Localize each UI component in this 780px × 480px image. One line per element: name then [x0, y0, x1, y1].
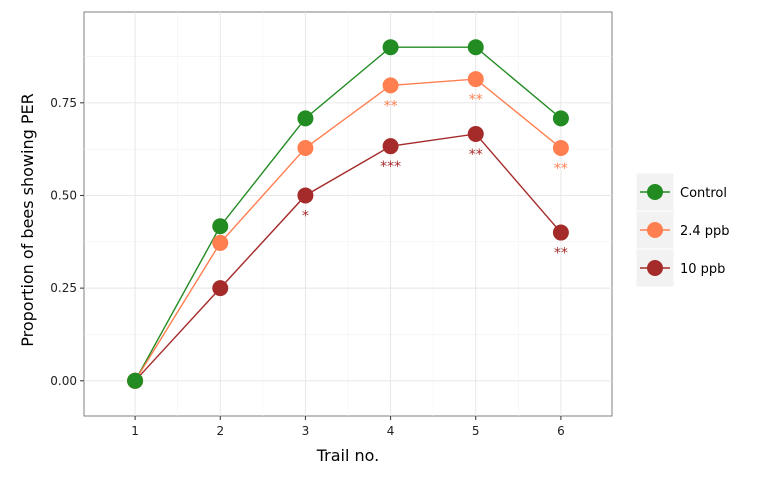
data-point [212, 218, 229, 235]
y-tick-label: 0.00 [50, 374, 77, 388]
data-point [382, 138, 399, 155]
series-line-3 [134, 133, 562, 382]
series-line-1 [134, 46, 562, 382]
grid [84, 12, 612, 416]
series-line-2 [134, 78, 562, 382]
data-point [467, 71, 484, 88]
data-point [212, 280, 229, 297]
y-tick-label: 0.75 [50, 96, 77, 110]
significance-label: ** [384, 98, 398, 114]
data-point [552, 110, 569, 127]
data-point [297, 140, 314, 157]
significance-label: ** [469, 147, 483, 163]
data-point [552, 224, 569, 241]
significance-label: *** [380, 159, 401, 175]
data-point [467, 39, 484, 56]
data-point [297, 110, 314, 127]
significance-label: * [302, 208, 309, 224]
x-tick-label: 1 [131, 424, 139, 438]
significance-label: ** [554, 161, 568, 177]
legend: Control 2.4 ppb 10 ppb [635, 172, 730, 288]
legend-label: 2.4 ppb [680, 224, 730, 239]
x-axis: 1 2 3 4 5 6 [131, 416, 565, 438]
legend-label: Control [680, 186, 727, 201]
data-point [297, 187, 314, 204]
x-tick-label: 4 [387, 424, 395, 438]
data-point [467, 125, 484, 142]
data-point [382, 77, 399, 94]
y-axis-title: Proportion of bees showing PER [18, 93, 37, 346]
x-tick-label: 5 [472, 424, 480, 438]
x-tick-label: 6 [557, 424, 565, 438]
legend-point [647, 184, 663, 200]
legend-point [647, 222, 663, 238]
y-tick-label: 0.50 [50, 188, 77, 202]
significance-label: ** [554, 246, 568, 262]
x-axis-title: Trail no. [316, 446, 380, 465]
y-axis: 0.00 0.25 0.50 0.75 [50, 96, 84, 388]
data-point [127, 372, 144, 389]
x-tick-label: 2 [216, 424, 224, 438]
legend-label: 10 ppb [680, 262, 725, 277]
legend-point [647, 260, 663, 276]
data-point [552, 140, 569, 157]
data-point [382, 39, 399, 56]
series-points [127, 39, 569, 389]
series-lines [134, 46, 562, 382]
significance-label: ** [469, 92, 483, 108]
significance-labels: ** ************ [302, 92, 568, 261]
data-point [212, 234, 229, 251]
x-tick-label: 3 [302, 424, 310, 438]
y-tick-label: 0.25 [50, 281, 77, 295]
